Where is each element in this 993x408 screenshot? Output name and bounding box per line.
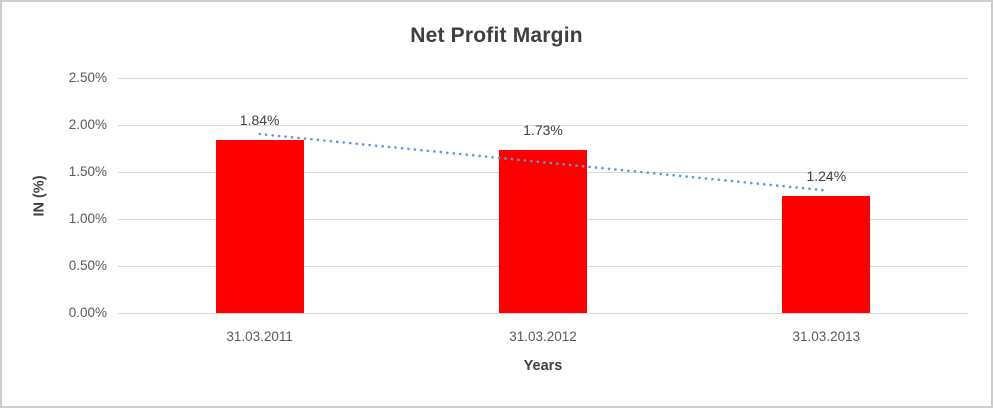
x-axis-tick-label: 31.03.2012	[509, 329, 577, 344]
bar-31.03.2012	[499, 150, 587, 313]
gridline	[118, 312, 968, 314]
y-axis-tick-label: 1.00%	[68, 211, 107, 226]
y-axis-tick-label: 2.00%	[68, 117, 107, 132]
x-axis-tick-label: 31.03.2011	[226, 329, 293, 344]
gridline	[118, 77, 968, 79]
bar-31.03.2013	[782, 196, 871, 313]
y-axis-tick-label: 0.50%	[68, 258, 107, 273]
bar-31.03.2011	[215, 140, 304, 313]
data-label: 1.24%	[806, 168, 847, 185]
y-axis-tick-label: 2.50%	[68, 70, 107, 85]
x-axis-tick-label: 31.03.2013	[792, 329, 861, 344]
x-axis-title: Years	[523, 358, 563, 374]
y-axis-tick-label: 0.00%	[68, 305, 107, 320]
chart-title: Net Profit Margin	[410, 24, 583, 47]
y-axis-title-text: IN (%)	[32, 174, 48, 217]
data-label: 1.84%	[239, 112, 280, 129]
y-axis-title: IN (%)	[22, 78, 58, 313]
y-axis-tick-label: 1.50%	[68, 164, 107, 179]
data-label: 1.73%	[523, 122, 563, 139]
gridline	[118, 124, 968, 126]
